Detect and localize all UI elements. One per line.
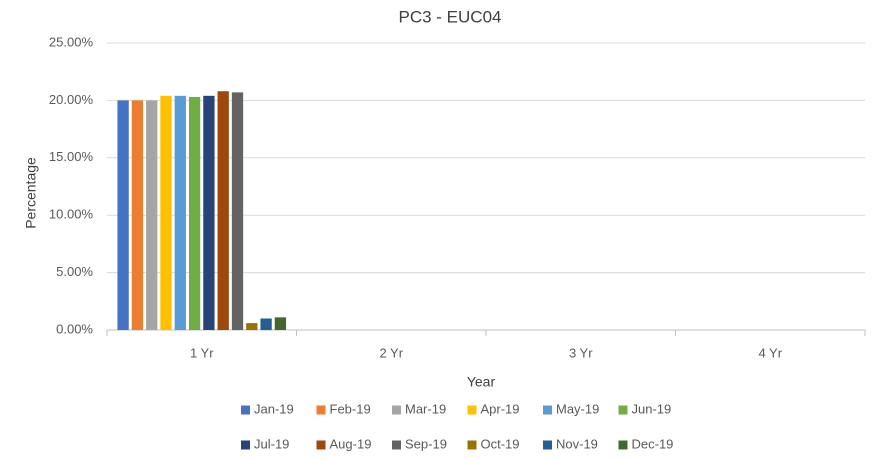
legend-label: Aug-19: [330, 436, 372, 451]
y-tick-label: 15.00%: [49, 149, 94, 164]
legend-label: Feb-19: [330, 401, 371, 416]
y-tick-label: 10.00%: [49, 207, 94, 222]
x-axis-title: Year: [467, 374, 496, 390]
bar: [160, 95, 172, 330]
legend-swatch: [392, 405, 401, 415]
y-axis-title: Percentage: [23, 157, 39, 229]
legend-label: Jul-19: [254, 436, 289, 451]
bar: [260, 318, 272, 330]
legend-swatch: [467, 405, 477, 415]
bar: [146, 100, 158, 331]
legend-swatch: [543, 405, 552, 415]
bar: [174, 95, 186, 330]
legend-swatch: [618, 405, 628, 415]
bar: [231, 92, 244, 330]
legend-label: Nov-19: [556, 436, 598, 451]
bar: [274, 317, 287, 330]
legend-label: May-19: [556, 401, 599, 416]
bar: [217, 91, 229, 330]
legend-swatch: [241, 405, 250, 415]
bar: [131, 100, 144, 331]
y-tick-label: 25.00%: [49, 34, 94, 49]
x-tick-label: 2 Yr: [379, 345, 403, 360]
bar: [246, 323, 258, 330]
legend-swatch: [241, 440, 250, 450]
legend-swatch: [316, 440, 326, 450]
legend-label: Sep-19: [405, 436, 447, 451]
y-tick-label: 20.00%: [49, 92, 94, 107]
legend-swatch: [467, 440, 477, 450]
legend-label: Apr-19: [481, 401, 520, 416]
chart-title: PC3 - EUC04: [399, 7, 502, 26]
legend-swatch: [543, 440, 552, 450]
x-tick-label: 4 Yr: [758, 345, 782, 360]
legend-label: Oct-19: [481, 436, 520, 451]
legend-swatch: [618, 440, 628, 450]
bar: [117, 100, 129, 331]
y-tick-label: 5.00%: [56, 264, 93, 279]
bar: [188, 96, 201, 331]
bar: [203, 95, 215, 330]
x-tick-label: 3 Yr: [569, 345, 593, 360]
legend-label: Dec-19: [632, 436, 674, 451]
x-tick-label: 1 Yr: [190, 345, 214, 360]
legend-label: Jan-19: [254, 401, 294, 416]
legend-swatch: [316, 405, 326, 415]
y-tick-label: 0.00%: [56, 321, 93, 336]
legend-label: Jun-19: [632, 401, 672, 416]
legend-label: Mar-19: [405, 401, 446, 416]
legend-swatch: [392, 440, 401, 450]
